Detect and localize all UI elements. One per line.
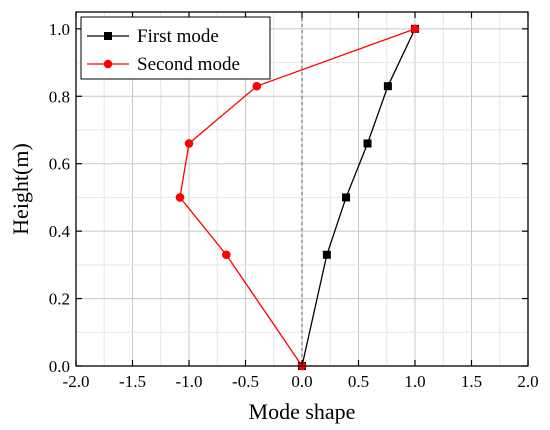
x-tick-label: 1.0 [404, 372, 425, 391]
series-1-point [322, 250, 331, 259]
x-tick-label: -1.5 [119, 372, 146, 391]
legend-label-2: Second mode [137, 54, 240, 75]
y-tick-label: 0.8 [49, 87, 70, 106]
y-tick-label: 1.0 [49, 20, 70, 39]
y-tick-label: 0.2 [49, 290, 70, 309]
x-tick-label: 2.0 [517, 372, 538, 391]
x-tick-label: -2.0 [63, 372, 90, 391]
y-tick-label: 0.6 [49, 155, 70, 174]
y-tick-label: 0.4 [49, 222, 71, 241]
legend-box [80, 16, 271, 80]
y-tick-label: 0.0 [49, 357, 70, 376]
legend: First mode Second mode [80, 16, 271, 80]
x-tick-label: -0.5 [232, 372, 259, 391]
x-tick-label: -1.0 [176, 372, 203, 391]
x-tick-label: 0.5 [348, 372, 369, 391]
series-2-point [252, 81, 262, 91]
series-line-1 [301, 28, 416, 367]
series-2-point [184, 139, 194, 148]
series-2-point [221, 250, 231, 260]
legend-marker-1 [104, 32, 112, 40]
y-axis-title: Height(m) [8, 143, 33, 235]
series-line-2 [179, 28, 416, 367]
series-group [175, 24, 420, 371]
legend-label-1: First mode [137, 26, 219, 47]
series-1-point [342, 193, 351, 202]
series-1-point [363, 139, 372, 148]
x-tick-label: 0.0 [291, 372, 312, 391]
axis-ticks: -2.0 -1.5 -1.0 -0.5 0.0 0.5 1.0 1.5 2.0 0.0 0.2 0.4… [49, 12, 539, 391]
x-axis-title: Mode shape [249, 399, 356, 424]
legend-marker-2 [103, 59, 113, 69]
series-2-point [410, 24, 420, 34]
series-1-point [383, 82, 392, 91]
x-tick-label: 1.5 [461, 372, 482, 391]
series-2-point [175, 193, 185, 202]
